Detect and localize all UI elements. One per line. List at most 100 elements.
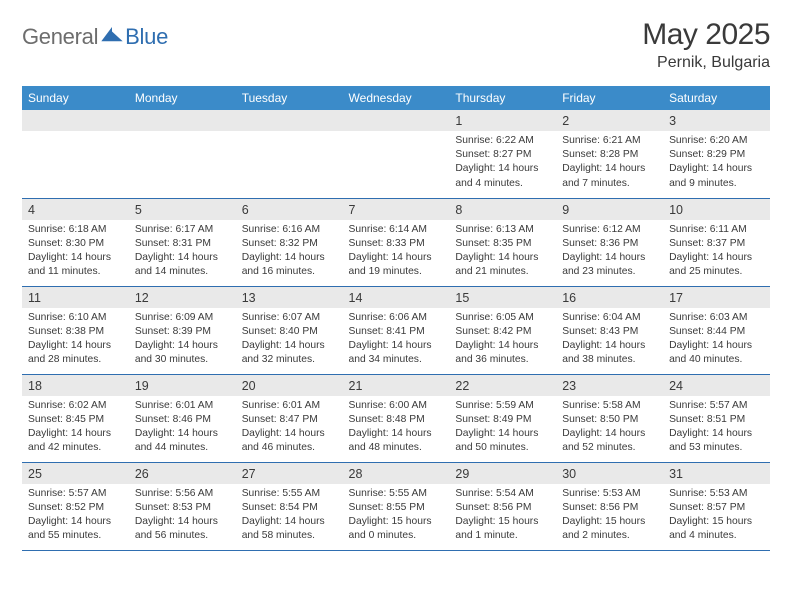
title-block: May 2025 Pernik, Bulgaria [642,18,770,72]
day-content: Sunrise: 6:04 AMSunset: 8:43 PMDaylight:… [556,308,663,374]
calendar-cell: 9Sunrise: 6:12 AMSunset: 8:36 PMDaylight… [556,198,663,286]
calendar-cell: 19Sunrise: 6:01 AMSunset: 8:46 PMDayligh… [129,374,236,462]
location: Pernik, Bulgaria [642,54,770,72]
day-content: Sunrise: 5:57 AMSunset: 8:51 PMDaylight:… [663,396,770,462]
day-content: Sunrise: 5:59 AMSunset: 8:49 PMDaylight:… [449,396,556,462]
day-content: Sunrise: 6:01 AMSunset: 8:47 PMDaylight:… [236,396,343,462]
day-number: 31 [663,463,770,484]
calendar-cell: 8Sunrise: 6:13 AMSunset: 8:35 PMDaylight… [449,198,556,286]
weekday-header: Saturday [663,86,770,110]
day-content: Sunrise: 6:05 AMSunset: 8:42 PMDaylight:… [449,308,556,374]
day-content: Sunrise: 6:06 AMSunset: 8:41 PMDaylight:… [343,308,450,374]
calendar-row: 25Sunrise: 5:57 AMSunset: 8:52 PMDayligh… [22,462,770,550]
day-content: Sunrise: 6:11 AMSunset: 8:37 PMDaylight:… [663,220,770,286]
calendar-cell: 12Sunrise: 6:09 AMSunset: 8:39 PMDayligh… [129,286,236,374]
day-number: 10 [663,199,770,220]
day-number-empty [22,110,129,131]
day-number: 6 [236,199,343,220]
day-content: Sunrise: 6:02 AMSunset: 8:45 PMDaylight:… [22,396,129,462]
day-number: 19 [129,375,236,396]
day-number: 13 [236,287,343,308]
calendar-head: SundayMondayTuesdayWednesdayThursdayFrid… [22,86,770,110]
day-number: 27 [236,463,343,484]
day-content: Sunrise: 5:55 AMSunset: 8:55 PMDaylight:… [343,484,450,550]
day-number: 4 [22,199,129,220]
calendar-cell: 1Sunrise: 6:22 AMSunset: 8:27 PMDaylight… [449,110,556,198]
calendar-cell: 24Sunrise: 5:57 AMSunset: 8:51 PMDayligh… [663,374,770,462]
day-number: 2 [556,110,663,131]
calendar-cell: 23Sunrise: 5:58 AMSunset: 8:50 PMDayligh… [556,374,663,462]
day-content: Sunrise: 5:57 AMSunset: 8:52 PMDaylight:… [22,484,129,550]
day-content: Sunrise: 6:09 AMSunset: 8:39 PMDaylight:… [129,308,236,374]
calendar-cell: 30Sunrise: 5:53 AMSunset: 8:56 PMDayligh… [556,462,663,550]
day-number: 23 [556,375,663,396]
calendar-cell: 17Sunrise: 6:03 AMSunset: 8:44 PMDayligh… [663,286,770,374]
day-number: 22 [449,375,556,396]
day-content: Sunrise: 6:21 AMSunset: 8:28 PMDaylight:… [556,131,663,197]
calendar-row: 18Sunrise: 6:02 AMSunset: 8:45 PMDayligh… [22,374,770,462]
calendar-cell: 2Sunrise: 6:21 AMSunset: 8:28 PMDaylight… [556,110,663,198]
brand-mark-icon [101,27,123,43]
calendar-cell: 28Sunrise: 5:55 AMSunset: 8:55 PMDayligh… [343,462,450,550]
day-number: 20 [236,375,343,396]
day-content: Sunrise: 5:56 AMSunset: 8:53 PMDaylight:… [129,484,236,550]
day-content: Sunrise: 5:55 AMSunset: 8:54 PMDaylight:… [236,484,343,550]
day-content: Sunrise: 6:13 AMSunset: 8:35 PMDaylight:… [449,220,556,286]
day-content: Sunrise: 5:53 AMSunset: 8:57 PMDaylight:… [663,484,770,550]
calendar-cell: 14Sunrise: 6:06 AMSunset: 8:41 PMDayligh… [343,286,450,374]
day-number: 5 [129,199,236,220]
day-number: 14 [343,287,450,308]
calendar-row: 11Sunrise: 6:10 AMSunset: 8:38 PMDayligh… [22,286,770,374]
day-content: Sunrise: 6:16 AMSunset: 8:32 PMDaylight:… [236,220,343,286]
day-content: Sunrise: 6:14 AMSunset: 8:33 PMDaylight:… [343,220,450,286]
calendar-cell: 11Sunrise: 6:10 AMSunset: 8:38 PMDayligh… [22,286,129,374]
day-content: Sunrise: 6:18 AMSunset: 8:30 PMDaylight:… [22,220,129,286]
day-number: 30 [556,463,663,484]
day-number: 28 [343,463,450,484]
day-content: Sunrise: 6:03 AMSunset: 8:44 PMDaylight:… [663,308,770,374]
day-number: 1 [449,110,556,131]
day-number: 24 [663,375,770,396]
month-title: May 2025 [642,18,770,52]
calendar-cell: 21Sunrise: 6:00 AMSunset: 8:48 PMDayligh… [343,374,450,462]
day-number: 17 [663,287,770,308]
day-number: 12 [129,287,236,308]
day-number: 15 [449,287,556,308]
day-number: 8 [449,199,556,220]
day-content: Sunrise: 6:22 AMSunset: 8:27 PMDaylight:… [449,131,556,197]
weekday-header: Thursday [449,86,556,110]
day-content: Sunrise: 6:17 AMSunset: 8:31 PMDaylight:… [129,220,236,286]
calendar-cell: 3Sunrise: 6:20 AMSunset: 8:29 PMDaylight… [663,110,770,198]
day-content: Sunrise: 6:20 AMSunset: 8:29 PMDaylight:… [663,131,770,197]
day-number: 11 [22,287,129,308]
day-number: 25 [22,463,129,484]
brand-part2: Blue [125,24,168,50]
calendar-cell: 18Sunrise: 6:02 AMSunset: 8:45 PMDayligh… [22,374,129,462]
calendar-cell: 16Sunrise: 6:04 AMSunset: 8:43 PMDayligh… [556,286,663,374]
calendar-table: SundayMondayTuesdayWednesdayThursdayFrid… [22,86,770,551]
calendar-cell: 22Sunrise: 5:59 AMSunset: 8:49 PMDayligh… [449,374,556,462]
calendar-cell-empty [22,110,129,198]
day-content: Sunrise: 5:53 AMSunset: 8:56 PMDaylight:… [556,484,663,550]
day-number-empty [236,110,343,131]
calendar-cell: 4Sunrise: 6:18 AMSunset: 8:30 PMDaylight… [22,198,129,286]
weekday-header: Tuesday [236,86,343,110]
day-number: 21 [343,375,450,396]
day-content: Sunrise: 5:54 AMSunset: 8:56 PMDaylight:… [449,484,556,550]
day-content: Sunrise: 6:10 AMSunset: 8:38 PMDaylight:… [22,308,129,374]
brand-part1: General [22,24,98,50]
day-number: 7 [343,199,450,220]
day-content: Sunrise: 5:58 AMSunset: 8:50 PMDaylight:… [556,396,663,462]
calendar-cell: 7Sunrise: 6:14 AMSunset: 8:33 PMDaylight… [343,198,450,286]
calendar-cell: 20Sunrise: 6:01 AMSunset: 8:47 PMDayligh… [236,374,343,462]
day-number: 26 [129,463,236,484]
weekday-header: Wednesday [343,86,450,110]
day-content: Sunrise: 6:00 AMSunset: 8:48 PMDaylight:… [343,396,450,462]
calendar-cell: 27Sunrise: 5:55 AMSunset: 8:54 PMDayligh… [236,462,343,550]
day-number: 9 [556,199,663,220]
header: General Blue May 2025 Pernik, Bulgaria [22,18,770,72]
weekday-header: Friday [556,86,663,110]
calendar-cell-empty [343,110,450,198]
day-content: Sunrise: 6:01 AMSunset: 8:46 PMDaylight:… [129,396,236,462]
calendar-cell: 25Sunrise: 5:57 AMSunset: 8:52 PMDayligh… [22,462,129,550]
